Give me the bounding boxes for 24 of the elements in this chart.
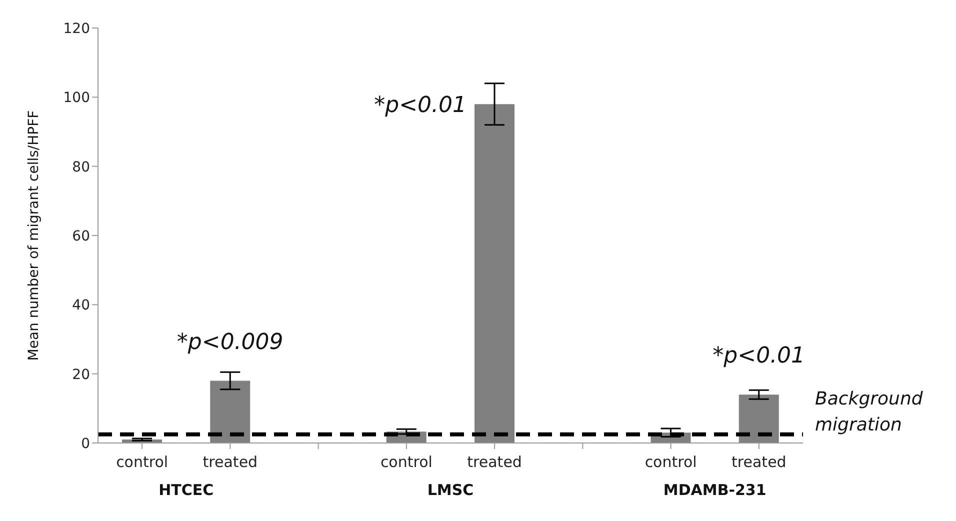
bar [210,380,250,443]
text: MDAMB-231 [663,481,766,499]
x-tick-label: treated [732,453,786,471]
x-tick-label: treated [467,453,522,471]
x-tick-label: treated [202,453,258,471]
y-tick-label: 100 [63,90,90,106]
y-tick-label: 0 [81,436,90,452]
bar [738,394,779,443]
x-tick-label: control [116,453,168,471]
ref-line-label: Background migration [815,388,924,436]
y-tick-label: 120 [63,20,90,37]
y-tick-label: 40 [72,298,90,314]
text: LMSC [427,481,474,499]
text: HTCEC [158,481,214,499]
x-tick-label: control [380,453,432,471]
y-tick-label: 80 [72,159,90,176]
y-tick-label: 60 [72,228,90,244]
annotation: *p<0.01 [374,93,466,118]
x-tick-label: control [644,453,697,471]
bar [474,104,514,443]
y-tick-label: 20 [72,366,90,383]
annotation: *p<0.01 [712,344,806,369]
annotation: *p<0.009 [176,330,284,355]
y-axis-title: Mean number of migrant cells/HPFF [26,110,42,361]
